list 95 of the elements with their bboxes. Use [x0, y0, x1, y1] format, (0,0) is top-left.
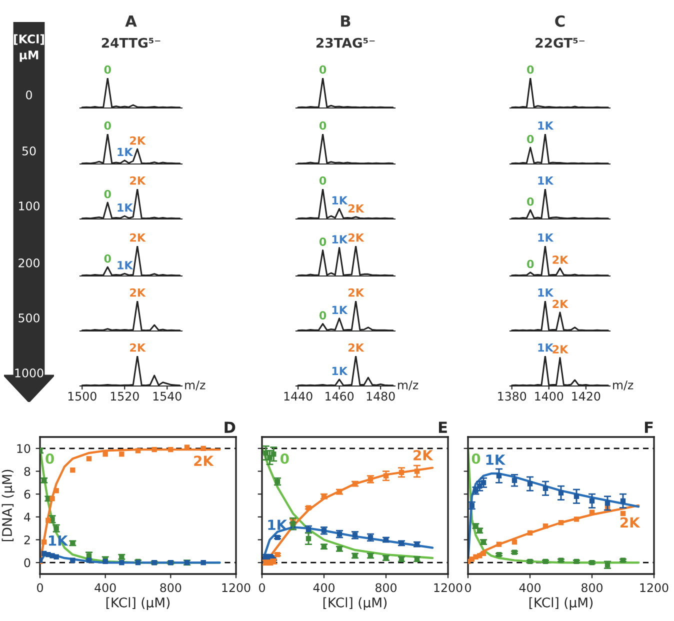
x-tick-label: 1520 — [110, 392, 139, 401]
series-label: 0 — [280, 453, 289, 464]
text: 0 — [319, 176, 326, 185]
series-label: 2K — [414, 450, 434, 460]
series-label: 2K — [194, 456, 214, 466]
y-axis-title: [DNA] (µM) — [2, 470, 15, 542]
text: [KCl] — [14, 34, 44, 45]
annotation: 0 — [104, 254, 111, 263]
text: 1K — [538, 234, 554, 242]
chart-subtitle: 23TAG⁵⁻ — [316, 38, 375, 48]
series-label: 0 — [472, 453, 480, 464]
x-axis-title: [KCl] (µM) — [323, 597, 387, 610]
text: 100 — [19, 201, 40, 210]
text: 2K — [348, 343, 364, 352]
x-tick-label: 1460 — [326, 392, 354, 401]
chart-subtitle: 22GT⁵⁻ — [536, 38, 584, 48]
text: 0 — [104, 65, 111, 74]
x-tick-label: 800 — [376, 583, 396, 592]
text: 2K — [130, 288, 146, 297]
y-tick-label: 4 — [24, 512, 30, 522]
text: µM — [20, 50, 38, 62]
y-tick-label: 10 — [17, 444, 30, 454]
series-label: 1K — [268, 520, 288, 530]
x-tick-label: 1500 — [68, 392, 96, 401]
text: 1K — [332, 235, 348, 244]
x-tick-label: 0 — [465, 583, 471, 592]
annotation: 1K — [118, 261, 134, 270]
annotation: 1K — [332, 366, 348, 376]
y-tick-label: 2 — [24, 535, 30, 544]
x-tick-label: 1200 — [222, 583, 250, 592]
annotation: 2K — [552, 256, 569, 264]
y-tick-label: 8 — [24, 466, 30, 476]
chart-title: D — [224, 422, 236, 433]
x-tick-label: 0 — [37, 583, 43, 592]
x-tick-label: 1440 — [284, 392, 312, 401]
x-tick-label: 1420 — [572, 392, 600, 401]
text: 1000 — [15, 368, 44, 378]
chart-title: B — [341, 16, 350, 27]
text: 0 — [319, 238, 326, 246]
annotation: 2K — [552, 300, 569, 308]
chart-title: E — [438, 422, 447, 433]
text: 0 — [527, 65, 534, 74]
text: 1K — [538, 176, 554, 185]
x-tick-label: 1400 — [535, 392, 564, 401]
text: 2K — [130, 233, 146, 242]
x-tick-label: 1540 — [153, 392, 182, 401]
y-tick-label: 6 — [24, 490, 30, 499]
text: 2K — [348, 233, 364, 242]
x-axis-title: [KCl] (µM) — [106, 597, 170, 610]
x-tick-label: 1380 — [498, 392, 526, 401]
text: 50 — [22, 146, 36, 156]
chart-subtitle: 24TTG⁵⁻ — [102, 38, 160, 48]
annotation: 0 — [527, 134, 534, 144]
text: 1K — [538, 122, 554, 130]
x-axis-title: m/z — [398, 380, 418, 390]
text: 2K — [130, 176, 146, 185]
annotation: 0 — [104, 190, 111, 198]
annotation: 2K — [348, 204, 364, 213]
text: 0 — [104, 121, 111, 130]
annotation: 2K — [130, 136, 146, 145]
series-label: 0 — [46, 453, 54, 464]
text: 1K — [538, 288, 554, 297]
annotation: 1K — [332, 306, 348, 314]
x-tick-label: 800 — [582, 583, 602, 592]
series-label: 2K — [620, 517, 640, 528]
text: 200 — [18, 258, 40, 268]
chart-title: C — [555, 15, 565, 27]
x-tick-label: 1200 — [434, 583, 462, 592]
y-tick-label: 0 — [24, 558, 30, 568]
x-axis-title: m/z — [613, 380, 634, 390]
x-tick-label: 1200 — [640, 583, 668, 592]
text: 2K — [348, 288, 364, 297]
series-label: 1K — [486, 454, 506, 465]
annotation: 1K — [118, 204, 134, 212]
chart-title: F — [644, 422, 653, 433]
x-tick-label: 400 — [313, 583, 334, 592]
text: 500 — [18, 313, 40, 322]
text: 1K — [538, 344, 554, 352]
annotation: 0 — [527, 197, 534, 206]
x-tick-label: 0 — [259, 583, 265, 592]
annotation: 0 — [319, 311, 326, 320]
x-tick-label: 400 — [519, 583, 540, 592]
chart-title: A — [125, 16, 137, 27]
text: 0 — [319, 121, 326, 130]
annotation: 1K — [118, 148, 134, 156]
x-tick-label: 1480 — [366, 392, 395, 401]
text: 2K — [552, 345, 569, 354]
annotation: 0 — [527, 260, 534, 268]
text: 0 — [319, 65, 326, 74]
annotation: 1K — [332, 196, 348, 204]
x-axis-title: m/z — [185, 380, 206, 390]
x-tick-label: 800 — [160, 583, 182, 592]
x-axis-title: [KCl] (µM) — [529, 597, 593, 610]
x-tick-label: 400 — [94, 583, 116, 592]
text: 2K — [130, 343, 146, 352]
